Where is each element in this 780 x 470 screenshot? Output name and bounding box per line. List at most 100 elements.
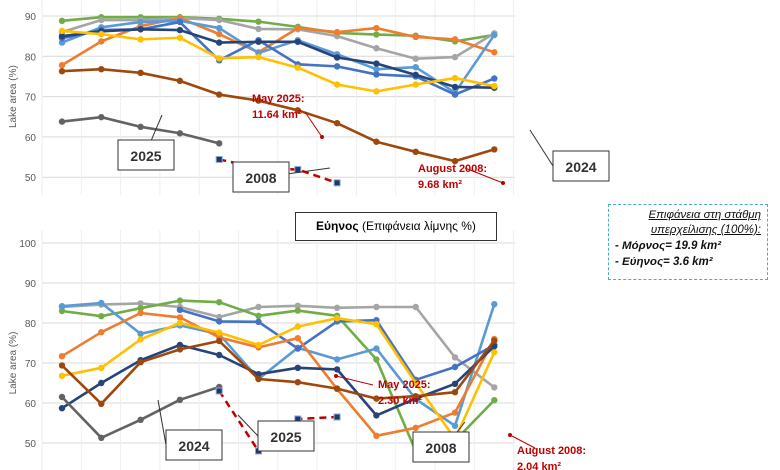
info-box: Επιφάνεια στη στάθμη υπερχείλισης (100%)… [608,204,768,280]
data-point [137,305,144,312]
data-point [137,330,144,337]
data-point [98,38,105,45]
arrow-head [334,374,338,378]
data-point [294,364,301,371]
data-point [255,318,262,325]
series-line-7 [61,339,496,406]
year-label: 2025 [270,429,301,445]
data-point [98,329,105,336]
data-point [98,16,105,24]
data-point [491,301,498,308]
data-point [137,26,144,33]
y-tick-label: 70 [25,359,37,370]
data-point [451,83,459,91]
data-point [412,303,419,311]
data-point [58,27,66,35]
data-point [412,71,419,79]
data-point [373,45,380,52]
data-point [491,146,498,153]
data-point [294,166,302,174]
data-point [294,307,301,314]
data-point [58,68,66,75]
data-point [58,118,66,125]
data-point [216,39,223,46]
annotation-label: August 2008: [418,163,487,175]
y-axis-label: Lake area (%) [8,332,19,395]
data-point [216,140,223,147]
arrow-head [320,135,324,139]
data-point [216,313,223,321]
data-point [412,55,419,62]
data-point [176,306,184,313]
y-tick-label: 100 [19,239,36,250]
data-point [373,345,380,352]
data-point [451,354,459,361]
data-point [137,36,144,43]
year-label: 2024 [565,159,596,175]
data-point [491,384,498,391]
callout-line [157,399,167,446]
data-point [412,393,419,400]
evinos-chart-title: Εύηνος (Επιφάνεια λίμνης %) [295,212,497,241]
data-point [98,434,105,441]
data-point [373,356,380,363]
data-point [412,424,419,431]
data-point [373,321,380,328]
data-point [451,157,459,165]
title-rest: (Επιφάνεια λίμνης %) [358,219,476,233]
year-label-box [117,139,175,171]
series-line-4 [61,311,496,438]
data-point [58,32,66,40]
data-point [137,18,144,26]
data-point [451,409,459,416]
year-label: 2025 [130,148,161,164]
data-point [58,307,66,315]
data-point [373,65,380,73]
data-point [294,323,301,330]
year-label: 2008 [245,170,276,186]
data-point [451,422,459,429]
year-label-box [552,150,610,182]
y-tick-label: 90 [25,279,37,290]
annotation-arrow [509,434,536,449]
callout-line [529,129,554,167]
data-point [451,389,459,396]
data-point [412,379,419,387]
series-line-9 [218,158,338,185]
data-point [176,77,184,85]
data-point [255,375,262,383]
annotation-value: 2.30 km² [378,395,422,407]
data-point [451,363,459,371]
info-heading-1: Επιφάνεια στη στάθμη [648,209,761,221]
data-point [373,24,380,32]
data-point [333,28,341,36]
annotation-value: 11.64 km² [252,109,302,121]
data-point [451,74,459,82]
data-point [98,299,105,307]
annotation-arrow [304,111,323,138]
series-line-3 [61,19,496,94]
data-point [216,55,223,62]
y-tick-label: 50 [25,439,37,450]
data-point [412,33,419,41]
data-point [176,396,184,403]
info-heading-2: υπερχείλισης (100%): [650,224,761,236]
y-tick-label: 80 [25,52,37,63]
y-axis-label: Lake area (%) [8,65,19,128]
data-point [137,123,144,131]
y-tick-label: 80 [25,319,37,330]
year-label-box [412,431,470,463]
arrow-head [508,433,512,437]
data-point [333,356,341,363]
data-point [137,416,144,423]
data-point [491,75,498,82]
data-point [215,387,223,395]
y-tick-label: 60 [25,399,37,410]
data-point [216,299,223,306]
data-point [294,64,301,71]
data-point [216,318,223,325]
data-point [255,97,262,104]
year-label: 2024 [178,438,209,454]
